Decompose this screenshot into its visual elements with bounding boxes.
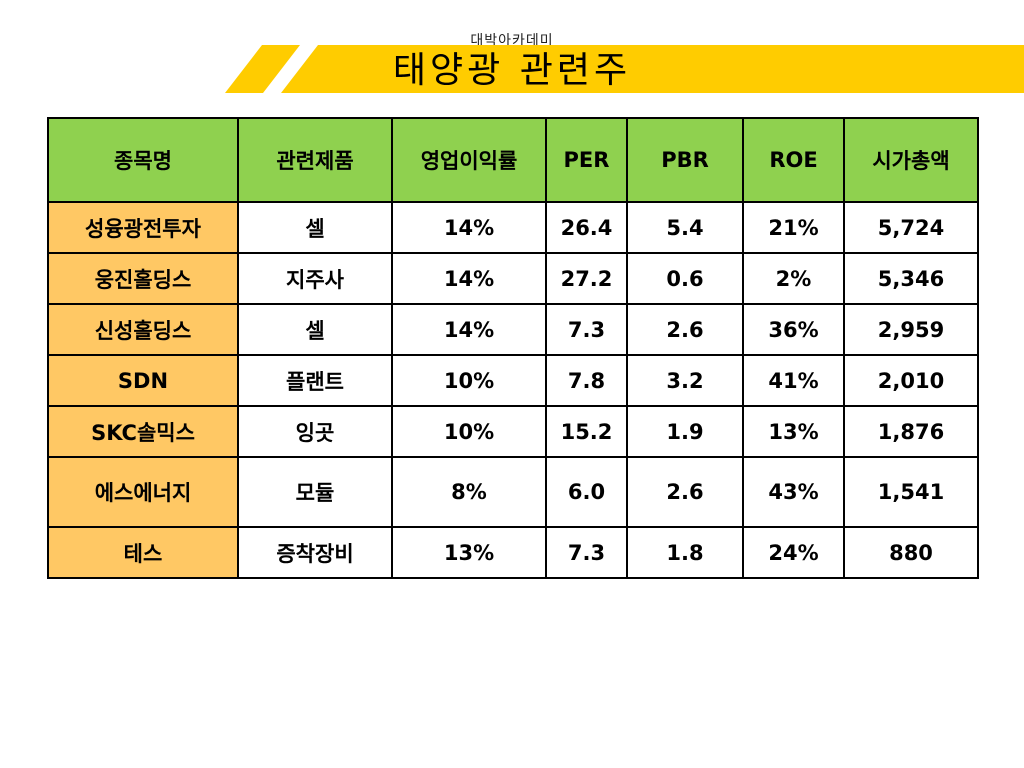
cell-operating-margin: 14% xyxy=(391,252,547,305)
column-header-roe: ROE xyxy=(742,117,845,203)
cell-name: 신성홀딩스 xyxy=(47,303,239,356)
cell-product: 플랜트 xyxy=(237,354,393,407)
banner-stripe-main xyxy=(281,45,1024,93)
cell-product: 증착장비 xyxy=(237,526,393,579)
column-header-product: 관련제품 xyxy=(237,117,393,203)
cell-roe: 36% xyxy=(742,303,845,356)
banner-stripe-left xyxy=(225,45,300,93)
cell-pbr: 1.8 xyxy=(626,526,744,579)
table-row: 성융광전투자 셀 14% 26.4 5.4 21% 5,724 xyxy=(47,201,979,254)
cell-pbr: 2.6 xyxy=(626,456,744,528)
cell-roe: 24% xyxy=(742,526,845,579)
title-banner xyxy=(225,45,1024,93)
cell-roe: 41% xyxy=(742,354,845,407)
cell-pbr: 3.2 xyxy=(626,354,744,407)
cell-name: 에스에너지 xyxy=(47,456,239,528)
cell-market-cap: 2,010 xyxy=(843,354,979,407)
cell-per: 6.0 xyxy=(545,456,628,528)
cell-per: 7.3 xyxy=(545,303,628,356)
cell-market-cap: 2,959 xyxy=(843,303,979,356)
cell-roe: 13% xyxy=(742,405,845,458)
column-header-name: 종목명 xyxy=(47,117,239,203)
cell-name: 웅진홀딩스 xyxy=(47,252,239,305)
cell-operating-margin: 13% xyxy=(391,526,547,579)
cell-market-cap: 5,724 xyxy=(843,201,979,254)
cell-per: 15.2 xyxy=(545,405,628,458)
cell-operating-margin: 10% xyxy=(391,405,547,458)
table-row: 웅진홀딩스 지주사 14% 27.2 0.6 2% 5,346 xyxy=(47,252,979,305)
cell-operating-margin: 10% xyxy=(391,354,547,407)
column-header-market-cap: 시가총액 xyxy=(843,117,979,203)
cell-product: 잉곳 xyxy=(237,405,393,458)
cell-per: 7.8 xyxy=(545,354,628,407)
cell-market-cap: 880 xyxy=(843,526,979,579)
cell-name: SKC솔믹스 xyxy=(47,405,239,458)
cell-name: SDN xyxy=(47,354,239,407)
cell-pbr: 5.4 xyxy=(626,201,744,254)
table-row: 신성홀딩스 셀 14% 7.3 2.6 36% 2,959 xyxy=(47,303,979,356)
cell-roe: 21% xyxy=(742,201,845,254)
column-header-pbr: PBR xyxy=(626,117,744,203)
column-header-operating-margin: 영업이익률 xyxy=(391,117,547,203)
table-row: SKC솔믹스 잉곳 10% 15.2 1.9 13% 1,876 xyxy=(47,405,979,458)
cell-product: 모듈 xyxy=(237,456,393,528)
cell-per: 7.3 xyxy=(545,526,628,579)
cell-name: 성융광전투자 xyxy=(47,201,239,254)
table-row: 에스에너지 모듈 8% 6.0 2.6 43% 1,541 xyxy=(47,456,979,528)
cell-operating-margin: 14% xyxy=(391,303,547,356)
cell-roe: 2% xyxy=(742,252,845,305)
cell-operating-margin: 8% xyxy=(391,456,547,528)
cell-market-cap: 5,346 xyxy=(843,252,979,305)
cell-market-cap: 1,876 xyxy=(843,405,979,458)
cell-per: 27.2 xyxy=(545,252,628,305)
page-title: 태양광 관련주 xyxy=(392,50,632,91)
table-header-row: 종목명 관련제품 영업이익률 PER PBR ROE 시가총액 xyxy=(47,117,979,203)
cell-pbr: 1.9 xyxy=(626,405,744,458)
cell-pbr: 0.6 xyxy=(626,252,744,305)
cell-per: 26.4 xyxy=(545,201,628,254)
table-row: SDN 플랜트 10% 7.8 3.2 41% 2,010 xyxy=(47,354,979,407)
cell-name: 테스 xyxy=(47,526,239,579)
cell-roe: 43% xyxy=(742,456,845,528)
table-row: 테스 증착장비 13% 7.3 1.8 24% 880 xyxy=(47,526,979,579)
cell-market-cap: 1,541 xyxy=(843,456,979,528)
cell-operating-margin: 14% xyxy=(391,201,547,254)
cell-product: 셀 xyxy=(237,201,393,254)
stocks-table: 종목명 관련제품 영업이익률 PER PBR ROE 시가총액 성융광전투자 셀… xyxy=(47,117,979,579)
column-header-per: PER xyxy=(545,117,628,203)
cell-product: 지주사 xyxy=(237,252,393,305)
cell-pbr: 2.6 xyxy=(626,303,744,356)
cell-product: 셀 xyxy=(237,303,393,356)
